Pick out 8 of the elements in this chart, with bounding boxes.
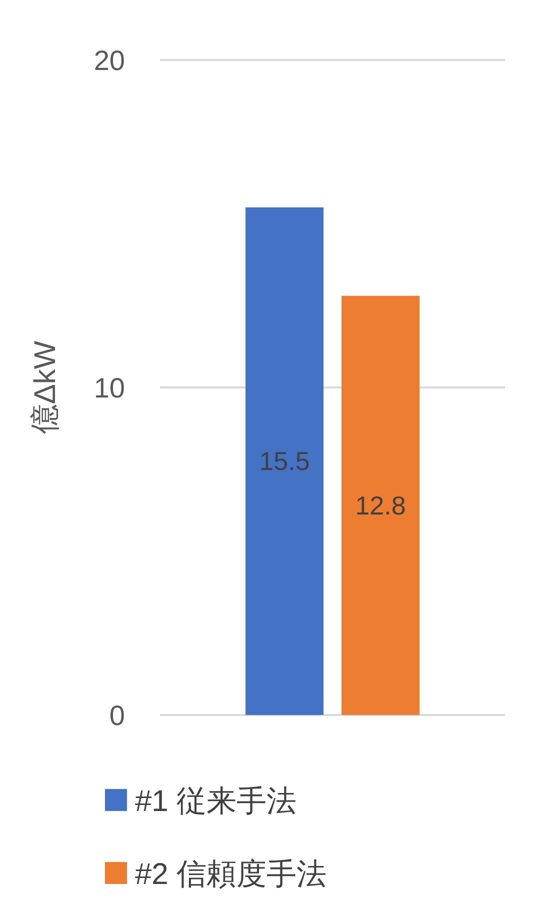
y-axis-title: 億ΔkW [29,340,62,434]
y-tick-label: 0 [109,700,125,731]
data-label: 12.8 [355,490,406,520]
legend-label: #1 従来手法 [135,785,297,818]
y-tick-label: 10 [94,372,125,404]
legend-label: #2 信頼度手法 [135,858,327,891]
y-tick-label: 20 [94,45,125,76]
data-label: 15.5 [259,446,310,476]
